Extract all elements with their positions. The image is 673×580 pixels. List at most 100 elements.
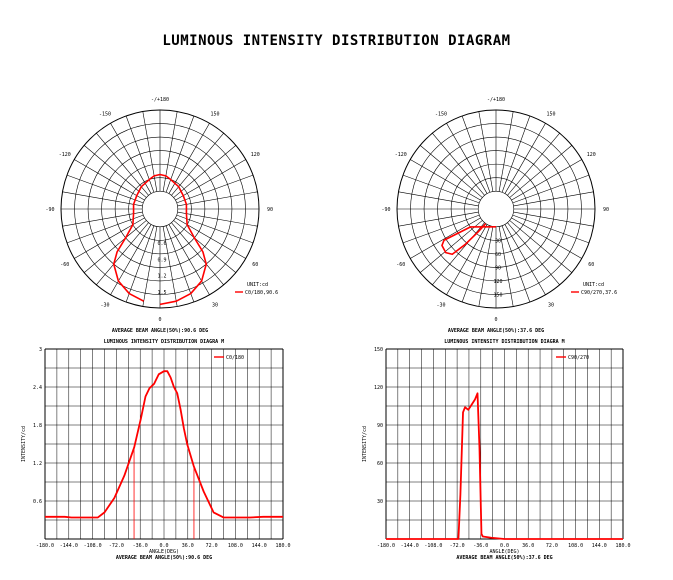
x-tick-label: -36.0 xyxy=(133,543,148,549)
polar-radial-label: 150 xyxy=(493,292,502,298)
polar-angle-label: -30 xyxy=(100,302,109,308)
y-tick-label: 2.4 xyxy=(33,385,42,391)
polar-ring xyxy=(87,136,233,282)
line-chart-caption: AVERAGE BEAM ANGLE(50%):90.6 DEG xyxy=(116,555,212,561)
x-tick-label: 36.0 xyxy=(182,543,194,549)
polar-angle-label: -60 xyxy=(396,262,405,268)
polar-angle-label: 90 xyxy=(267,207,273,213)
polar-ring xyxy=(114,163,206,255)
polar-radial-label: 1.2 xyxy=(157,274,166,280)
page-title: LUMINOUS INTENSITY DISTRIBUTION DIAGRAM xyxy=(162,33,511,49)
x-tick-label: 0.0 xyxy=(159,543,168,549)
polar-ring xyxy=(450,163,542,255)
polar-angle-label: 150 xyxy=(546,112,555,118)
polar-radial-label: 120 xyxy=(493,279,502,285)
line-series-curve xyxy=(386,392,623,540)
polar-legend-label: C0/180,90.6 xyxy=(245,290,278,296)
polar-angle-label: 120 xyxy=(587,152,596,158)
polar-radial-label: 1.5 xyxy=(157,290,166,296)
x-tick-label: 36.0 xyxy=(522,543,534,549)
polar-ring xyxy=(128,177,192,241)
x-tick-label: -108.0 xyxy=(424,543,442,549)
y-axis-label: INTENSITY/cd xyxy=(21,426,27,462)
line-legend-label: C0/180 xyxy=(226,355,244,361)
polar-angle-label: -/+180 xyxy=(151,97,169,103)
polar-angle-label: -30 xyxy=(436,302,445,308)
polar-angle-label: 30 xyxy=(548,302,554,308)
polar-ring xyxy=(437,150,555,268)
x-tick-label: 144.0 xyxy=(592,543,607,549)
polar-caption: AVERAGE BEAM ANGLE(50%):90.6 DEG xyxy=(112,328,208,334)
x-axis-label: ANGLE(DEG) xyxy=(149,549,179,555)
polar-angle-label: 90 xyxy=(603,207,609,213)
polar-ring xyxy=(410,123,582,295)
polar-angle-label: -90 xyxy=(381,207,390,213)
polar-angle-label: -150 xyxy=(99,112,111,118)
polar-angle-label: -90 xyxy=(45,207,54,213)
polar-caption: AVERAGE BEAM ANGLE(50%):37.6 DEG xyxy=(448,328,544,334)
polar-unit-label: UNIT:cd xyxy=(247,282,268,288)
polar-series-curve xyxy=(112,173,208,306)
polar-radial-label: 0.9 xyxy=(157,257,166,263)
polar-angle-label: 0 xyxy=(494,317,497,323)
y-axis-label: INTENSITY/cd xyxy=(362,426,368,462)
y-tick-label: 150 xyxy=(374,347,383,353)
polar-angle-label: 150 xyxy=(210,112,219,118)
polar-ring xyxy=(141,190,179,228)
polar-angle-label: 60 xyxy=(252,262,258,268)
y-tick-label: 1.2 xyxy=(33,461,42,467)
polar-radial-label: 0.6 xyxy=(157,241,166,247)
line-legend-label: C90/270 xyxy=(568,355,589,361)
line-chart-caption: AVERAGE BEAM ANGLE(50%):37.6 DEG xyxy=(456,555,552,561)
y-tick-label: 1.8 xyxy=(33,423,42,429)
y-tick-label: 60 xyxy=(377,461,383,467)
line-series-curve xyxy=(45,370,283,519)
polar-angle-label: 0 xyxy=(158,317,161,323)
polar-ring xyxy=(101,150,219,268)
polar-unit-label: UNIT:cd xyxy=(583,282,604,288)
polar-ring xyxy=(423,136,569,282)
polar-angle-label: 60 xyxy=(588,262,594,268)
x-axis-label: ANGLE(DEG) xyxy=(489,549,519,555)
x-tick-label: -36.0 xyxy=(473,543,488,549)
x-tick-label: 108.0 xyxy=(228,543,243,549)
x-tick-label: 180.0 xyxy=(615,543,630,549)
polar-angle-label: 30 xyxy=(212,302,218,308)
x-tick-label: 72.0 xyxy=(546,543,558,549)
line-chart-title: LUMINOUS INTENSITY DISTRIBUTION DIAGRA M xyxy=(104,339,224,345)
polar-ring xyxy=(477,190,515,228)
x-tick-label: 72.0 xyxy=(206,543,218,549)
polar-angle-label: 120 xyxy=(251,152,260,158)
x-tick-label: 144.0 xyxy=(252,543,267,549)
line-chart-title: LUMINOUS INTENSITY DISTRIBUTION DIAGRA M xyxy=(444,339,564,345)
polar-angle-label: -/+180 xyxy=(487,97,505,103)
polar-legend-label: C90/270,37.6 xyxy=(581,290,617,296)
x-tick-label: -72.0 xyxy=(109,543,124,549)
polar-radial-label: 90 xyxy=(495,265,501,271)
polar-angle-label: -120 xyxy=(395,152,407,158)
polar-radial-label: 60 xyxy=(495,252,501,258)
polar-angle-label: -120 xyxy=(59,152,71,158)
x-tick-label: -144.0 xyxy=(401,543,419,549)
y-tick-label: 120 xyxy=(374,385,383,391)
x-tick-label: -72.0 xyxy=(450,543,465,549)
polar-ring xyxy=(60,109,260,309)
y-tick-label: 90 xyxy=(377,423,383,429)
x-tick-label: 108.0 xyxy=(568,543,583,549)
polar-radial-label: 30 xyxy=(495,238,501,244)
x-tick-label: 0.0 xyxy=(500,543,509,549)
polar-angle-label: -150 xyxy=(435,112,447,118)
y-tick-label: 3 xyxy=(39,347,42,353)
polar-series-curve xyxy=(441,223,497,256)
x-tick-label: -144.0 xyxy=(60,543,78,549)
polar-ring xyxy=(464,177,528,241)
polar-ring xyxy=(74,123,246,295)
x-tick-label: -180.0 xyxy=(377,543,395,549)
x-tick-label: -108.0 xyxy=(84,543,102,549)
y-tick-label: 0.6 xyxy=(33,499,42,505)
y-tick-label: 30 xyxy=(377,499,383,505)
